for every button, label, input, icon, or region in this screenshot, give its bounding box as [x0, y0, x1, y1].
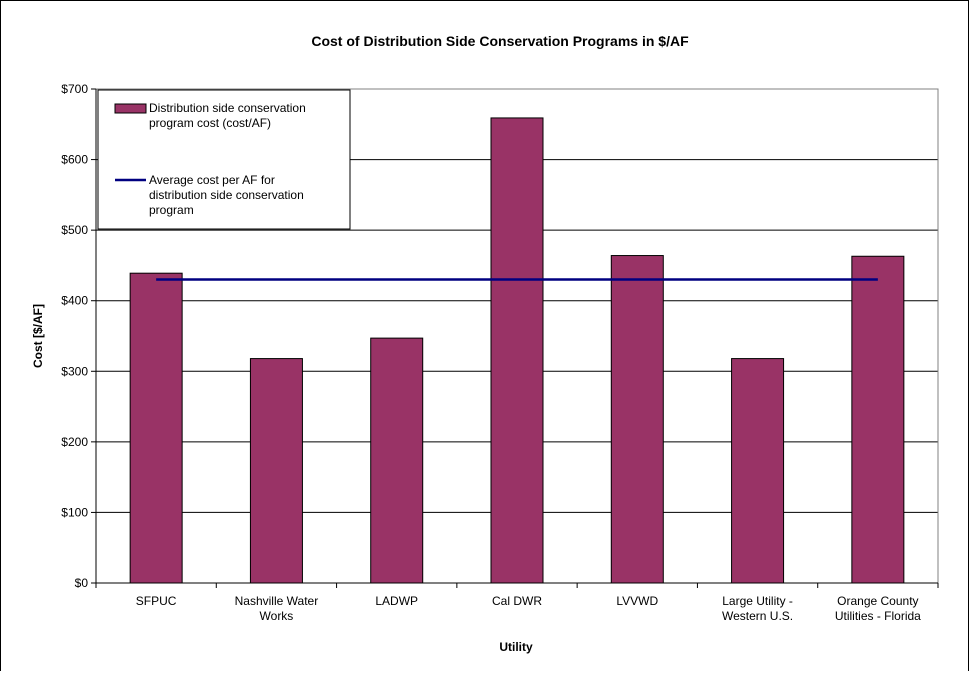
- x-tick-label: Orange County Utilities - Florida: [835, 594, 921, 623]
- bar: [129, 272, 183, 584]
- y-tick-label: $500: [61, 223, 88, 237]
- x-tick-label: SFPUC: [136, 594, 177, 608]
- legend-bar-swatch: [114, 103, 147, 114]
- bar: [731, 358, 785, 584]
- y-tick-label: $400: [61, 294, 88, 308]
- y-tick-label: $600: [61, 153, 88, 167]
- legend: Distribution side conservation program co…: [97, 89, 351, 230]
- bar: [370, 337, 424, 584]
- x-tick-label: Cal DWR: [492, 594, 542, 608]
- y-tick-label: $300: [61, 364, 88, 378]
- y-tick-label: $0: [75, 576, 89, 590]
- x-tick-label: Nashville Water Works: [235, 594, 319, 623]
- x-tick-label: Large Utility -Western U.S.: [722, 594, 793, 623]
- bar: [610, 255, 664, 584]
- y-tick-label: $100: [61, 505, 88, 519]
- x-axis-ticks: SFPUC Nashville Water Works LADWP Cal DWR LVV…: [95, 583, 939, 623]
- y-axis-ticks: $0 $100 $200 $300 $400 $500 $600 $700: [61, 82, 96, 590]
- x-tick-label: LADWP: [375, 594, 418, 608]
- y-tick-label: $200: [61, 435, 88, 449]
- y-tick-label: $700: [61, 82, 88, 96]
- bar: [249, 358, 303, 584]
- y-axis-title: Cost [$/AF]: [31, 304, 45, 368]
- x-axis-title: Utility: [499, 640, 533, 654]
- chart-title: Cost of Distribution Side Conservation P…: [311, 33, 689, 49]
- legend-line-label: Average cost per AF for distribution side…: [149, 173, 304, 217]
- bar: [490, 117, 544, 584]
- bar: [851, 255, 905, 584]
- bars: [129, 117, 905, 584]
- legend-bar-label: Distribution side conservation program co…: [149, 101, 306, 130]
- x-tick-label: LVVWD: [616, 594, 658, 608]
